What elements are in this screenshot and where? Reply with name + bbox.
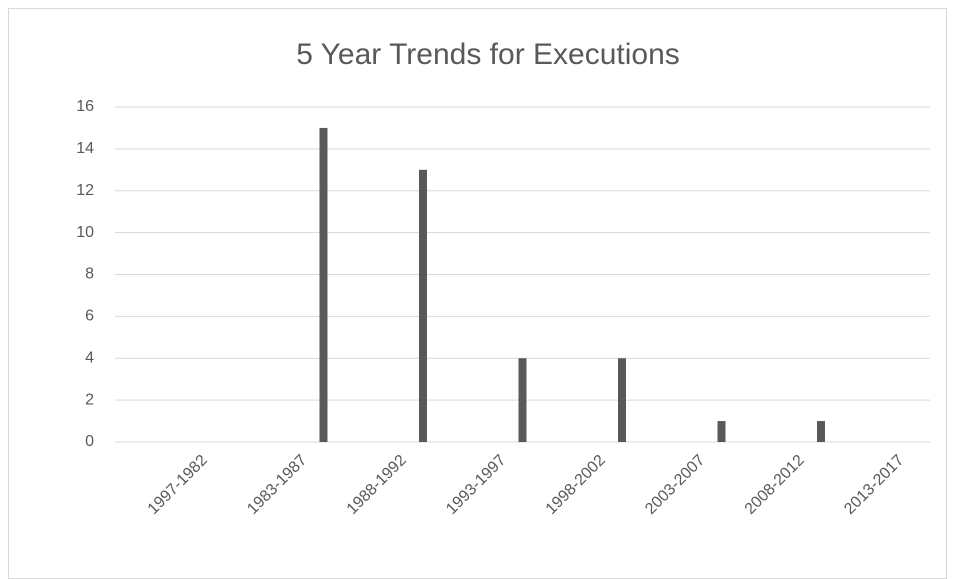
- bar: [618, 358, 626, 442]
- y-tick-label: 4: [85, 349, 94, 366]
- y-tick-label: 6: [85, 308, 94, 325]
- bar: [319, 127, 328, 442]
- bar: [817, 421, 825, 442]
- y-tick-label: 16: [76, 98, 94, 115]
- bar: [419, 169, 427, 442]
- y-tick-label: 14: [76, 140, 94, 157]
- chart-frame: [8, 8, 947, 579]
- bar: [518, 358, 527, 442]
- y-tick-label: 12: [76, 182, 94, 199]
- y-tick-label: 2: [85, 391, 94, 408]
- chart-title: 5 Year Trends for Executions: [296, 38, 680, 71]
- bar: [717, 421, 726, 442]
- y-tick-label: 0: [85, 433, 94, 450]
- y-tick-label: 10: [76, 224, 94, 241]
- y-tick-label: 8: [85, 266, 94, 283]
